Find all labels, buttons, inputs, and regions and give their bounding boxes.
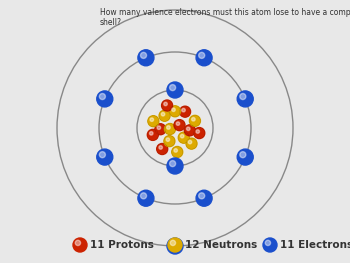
Circle shape <box>187 127 190 130</box>
Circle shape <box>180 106 190 117</box>
Circle shape <box>188 140 192 144</box>
Circle shape <box>157 126 161 129</box>
Circle shape <box>176 122 180 125</box>
Circle shape <box>240 152 246 158</box>
Circle shape <box>162 100 173 111</box>
Circle shape <box>167 158 183 174</box>
Circle shape <box>184 125 195 136</box>
Circle shape <box>164 102 167 106</box>
Circle shape <box>155 124 166 135</box>
Text: 11 Protons: 11 Protons <box>90 240 154 250</box>
Circle shape <box>150 118 154 122</box>
Circle shape <box>182 108 185 112</box>
Circle shape <box>99 152 105 158</box>
Circle shape <box>97 91 113 107</box>
Circle shape <box>178 132 189 143</box>
Circle shape <box>138 50 154 66</box>
Circle shape <box>97 149 113 165</box>
Circle shape <box>263 238 277 252</box>
Circle shape <box>138 190 154 206</box>
Text: 11 Electrons: 11 Electrons <box>280 240 350 250</box>
Circle shape <box>73 238 87 252</box>
Circle shape <box>157 144 168 154</box>
Circle shape <box>167 126 170 129</box>
Circle shape <box>168 238 182 252</box>
Circle shape <box>159 146 162 149</box>
Circle shape <box>159 110 170 121</box>
Circle shape <box>148 116 159 127</box>
Circle shape <box>194 128 205 139</box>
Circle shape <box>196 50 212 66</box>
Circle shape <box>161 113 165 116</box>
Circle shape <box>237 149 253 165</box>
Circle shape <box>174 120 185 131</box>
Circle shape <box>181 134 184 138</box>
Circle shape <box>199 193 205 199</box>
Circle shape <box>237 91 253 107</box>
Circle shape <box>169 160 176 167</box>
Circle shape <box>265 240 271 246</box>
Circle shape <box>147 129 158 140</box>
Circle shape <box>167 238 183 254</box>
Circle shape <box>140 193 147 199</box>
Circle shape <box>140 52 147 58</box>
Circle shape <box>164 136 175 147</box>
Circle shape <box>172 146 183 158</box>
Circle shape <box>240 93 246 100</box>
Circle shape <box>189 115 201 126</box>
Circle shape <box>196 130 200 133</box>
Circle shape <box>170 240 176 246</box>
Circle shape <box>199 52 205 58</box>
Circle shape <box>164 124 175 135</box>
Circle shape <box>99 93 105 100</box>
Circle shape <box>174 149 177 152</box>
Circle shape <box>192 118 195 121</box>
Circle shape <box>149 132 153 135</box>
Circle shape <box>169 85 176 91</box>
Circle shape <box>169 241 176 247</box>
Circle shape <box>167 82 183 98</box>
Text: 12 Neutrons: 12 Neutrons <box>185 240 257 250</box>
Circle shape <box>75 240 80 246</box>
Circle shape <box>186 138 197 149</box>
Text: How many valence electrons must this atom lose to have a complete octet in its v: How many valence electrons must this ato… <box>100 8 350 27</box>
Circle shape <box>196 190 212 206</box>
Circle shape <box>166 138 170 141</box>
Circle shape <box>169 106 181 117</box>
Circle shape <box>172 108 175 112</box>
